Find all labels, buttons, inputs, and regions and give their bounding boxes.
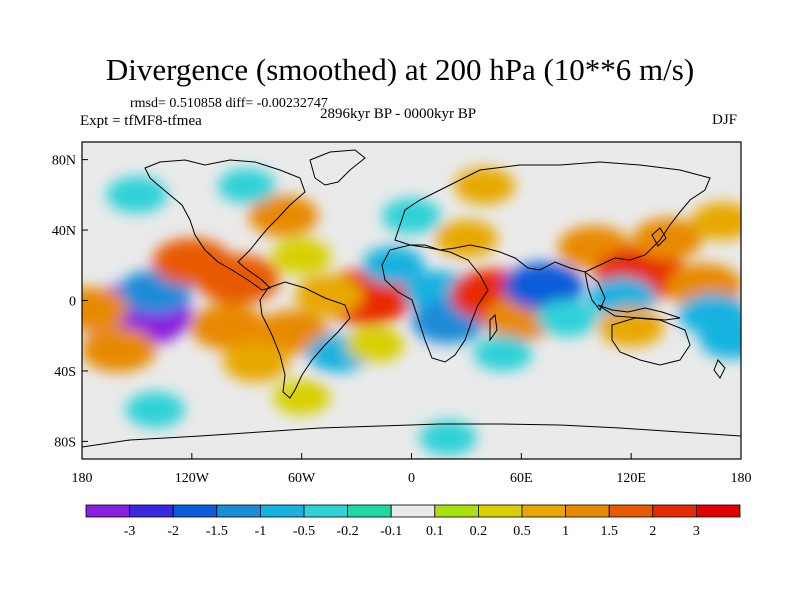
colorbar-swatch (434, 504, 479, 518)
field-cell-28 (597, 306, 665, 347)
field-cell-32 (699, 319, 741, 359)
colorbar-swatch (303, 504, 348, 518)
colorbar-swatch (259, 504, 305, 518)
y-tick-label: 80N (52, 154, 76, 169)
divergence-field (82, 167, 741, 456)
coastline-africa (381, 244, 489, 363)
colorbar-swatch (696, 504, 741, 518)
field-cell-36 (454, 167, 516, 205)
colorbar-label: -0.1 (380, 524, 402, 539)
field-cell-14 (345, 326, 405, 363)
colorbar-swatch (608, 504, 654, 518)
field-cell-10 (272, 238, 332, 275)
x-tick-label: 120W (175, 471, 210, 486)
colorbar-swatch (390, 504, 436, 518)
stats-text: rmsd= 0.510858 diff= -0.00232747 (130, 96, 328, 111)
field-cell-16 (381, 197, 442, 234)
field-cell-27 (588, 276, 656, 317)
colorbar-swatch (477, 504, 523, 518)
field-cell-17 (435, 219, 498, 258)
colorbar-label: -3 (124, 524, 136, 539)
field-cell-35 (218, 168, 276, 204)
coastline-australia (611, 317, 691, 366)
colorbar-swatch (347, 504, 392, 518)
colorbar-swatch (129, 504, 174, 518)
colorbar-label: 0.2 (470, 524, 488, 539)
y-tick-label: 0 (69, 295, 76, 310)
field-cell-2 (82, 327, 157, 373)
coastline-indochina (584, 270, 606, 311)
colorbar-label: -0.2 (337, 524, 359, 539)
coastline-antarctica (82, 423, 741, 448)
coastline-north-america (144, 159, 306, 291)
field-cell-34 (106, 176, 168, 214)
colorbar-label: 0.5 (513, 524, 531, 539)
field-cell-5 (195, 254, 280, 305)
colorbar-swatch (652, 504, 697, 518)
period-label: 2896kyr BP - 0000kyr BP (320, 106, 477, 122)
colorbar-label: -1.5 (206, 524, 228, 539)
field-cell-37 (125, 391, 185, 428)
map-title: Divergence (smoothed) at 200 hPa (10**6 … (105, 52, 695, 87)
x-tick-label: 60W (288, 471, 316, 486)
x-tick-label: 60E (510, 471, 533, 486)
coastline-europe-asia (394, 161, 711, 273)
colorbar-label: -0.5 (293, 524, 315, 539)
x-tick-label: 120E (616, 471, 646, 486)
colorbar-label: 3 (693, 524, 700, 539)
field-cell-22 (473, 335, 533, 372)
coastline-new-zealand (713, 359, 726, 379)
coastline-greenland (309, 149, 366, 186)
field-cell-3 (82, 287, 128, 332)
x-tick-label: 180 (731, 471, 752, 486)
field-cell-6 (189, 303, 268, 350)
field-cell-24 (536, 299, 598, 337)
field-cell-33 (691, 202, 741, 241)
coastline-indonesia (597, 304, 681, 321)
coastlines (82, 149, 741, 448)
y-tick-label: 40N (52, 224, 76, 239)
field-cell-8 (222, 342, 290, 383)
field-cell-12 (295, 274, 364, 316)
x-tick-label: 180 (72, 471, 93, 486)
colorbar: -3 -2 -1.5 -1 -0.5 -0.2 -0.1 0.1 0.2 0.5 1 1.5 2 3 (85, 504, 741, 539)
coastline-japan (651, 227, 667, 247)
field-cell-7 (255, 310, 330, 355)
season-label: DJF (712, 112, 738, 128)
coastline-south-america (259, 281, 351, 399)
x-tick-label: 0 (408, 471, 415, 486)
field-cell-23 (502, 262, 584, 311)
colorbar-label: 1 (562, 524, 569, 539)
field-cell-39 (272, 379, 331, 415)
coastline-madagascar (489, 313, 498, 342)
colorbar-label: 1.5 (600, 524, 618, 539)
experiment-label: Expt = tfMF8-tfmea (80, 113, 202, 129)
field-cell-9 (248, 194, 319, 237)
colorbar-swatch (216, 504, 261, 518)
colorbar-swatch (521, 504, 566, 518)
colorbar-swatch (85, 504, 130, 518)
colorbar-label: -1 (255, 524, 267, 539)
field-cell-15 (361, 246, 425, 285)
y-tick-label: 80S (54, 435, 76, 450)
colorbar-label: -2 (167, 524, 179, 539)
colorbar-label: 2 (649, 524, 656, 539)
colorbar-swatch (172, 504, 218, 518)
field-cell-38 (419, 420, 477, 456)
y-axis: 80N 40N 0 40S 80S (52, 154, 88, 450)
plot-area (81, 141, 742, 460)
y-tick-label: 40S (54, 365, 76, 380)
colorbar-label: 0.1 (426, 524, 444, 539)
x-axis: 180 120W 60W 0 60E 120E 180 (72, 453, 752, 486)
colorbar-swatch (565, 504, 610, 518)
